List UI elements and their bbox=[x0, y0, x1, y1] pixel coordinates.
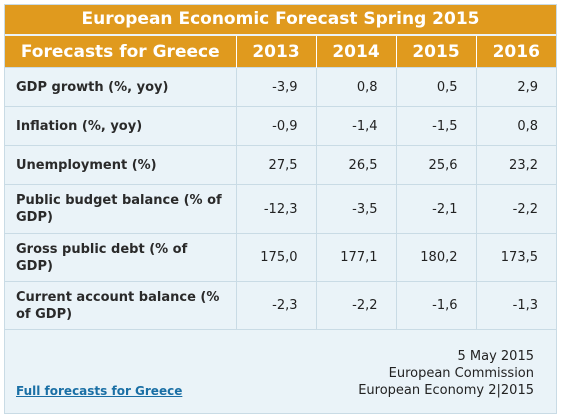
year-header: 2016 bbox=[475, 36, 556, 68]
table-row: Public budget balance (% of GDP) -12,3 -… bbox=[5, 184, 556, 234]
cell-value: -2,2 bbox=[315, 281, 396, 330]
forecast-widget: European Economic Forecast Spring 2015 F… bbox=[4, 4, 557, 416]
cell-value: -3,5 bbox=[315, 184, 396, 234]
widget-title: European Economic Forecast Spring 2015 bbox=[5, 5, 556, 34]
cell-value: 0,5 bbox=[395, 67, 476, 107]
cell-value: -12,3 bbox=[235, 184, 316, 234]
table-row: Unemployment (%) 27,5 26,5 25,6 23,2 bbox=[5, 145, 556, 185]
cell-value: -2,1 bbox=[395, 184, 476, 234]
cell-value: 173,5 bbox=[475, 233, 556, 282]
row-label: Public budget balance (% of GDP) bbox=[5, 184, 236, 234]
row-label: Gross public debt (% of GDP) bbox=[5, 233, 236, 282]
table-row: GDP growth (%, yoy) -3,9 0,8 0,5 2,9 bbox=[5, 67, 556, 107]
cell-value: 26,5 bbox=[315, 145, 396, 185]
header-row: Forecasts for Greece 2013 2014 2015 2016 bbox=[5, 36, 556, 68]
source-publication: European Economy 2|2015 bbox=[358, 382, 534, 398]
row-label: Unemployment (%) bbox=[5, 145, 236, 185]
table-row: Inflation (%, yoy) -0,9 -1,4 -1,5 0,8 bbox=[5, 106, 556, 146]
table-row: Current account balance (% of GDP) -2,3 … bbox=[5, 281, 556, 330]
cell-value: 2,9 bbox=[475, 67, 556, 107]
cell-value: -1,4 bbox=[315, 106, 396, 146]
table-row: Gross public debt (% of GDP) 175,0 177,1… bbox=[5, 233, 556, 282]
cell-value: -0,9 bbox=[235, 106, 316, 146]
footer-link-cell: Full forecasts for Greece bbox=[5, 329, 236, 416]
year-header: 2013 bbox=[235, 36, 316, 68]
year-header: 2014 bbox=[315, 36, 396, 68]
source-cell: 5 May 2015 European Commission European … bbox=[236, 329, 556, 416]
cell-value: 27,5 bbox=[235, 145, 316, 185]
cell-value: 175,0 bbox=[235, 233, 316, 282]
cell-value: -2,3 bbox=[235, 281, 316, 330]
cell-value: -1,6 bbox=[395, 281, 476, 330]
forecast-table: Forecasts for Greece 2013 2014 2015 2016… bbox=[5, 36, 556, 416]
cell-value: -3,9 bbox=[235, 67, 316, 107]
cell-value: 23,2 bbox=[475, 145, 556, 185]
year-header: 2015 bbox=[395, 36, 476, 68]
cell-value: -1,3 bbox=[475, 281, 556, 330]
source-organization: European Commission bbox=[388, 365, 534, 381]
full-forecasts-link[interactable]: Full forecasts for Greece bbox=[16, 384, 183, 398]
cell-value: 177,1 bbox=[315, 233, 396, 282]
cell-value: -1,5 bbox=[395, 106, 476, 146]
cell-value: 25,6 bbox=[395, 145, 476, 185]
row-label: GDP growth (%, yoy) bbox=[5, 67, 236, 107]
cell-value: -2,2 bbox=[475, 184, 556, 234]
header-label: Forecasts for Greece bbox=[5, 36, 236, 68]
cell-value: 0,8 bbox=[475, 106, 556, 146]
cell-value: 0,8 bbox=[315, 67, 396, 107]
cell-value: 180,2 bbox=[395, 233, 476, 282]
row-label: Inflation (%, yoy) bbox=[5, 106, 236, 146]
source-info: 5 May 2015 European Commission European … bbox=[246, 348, 534, 399]
row-label: Current account balance (% of GDP) bbox=[5, 281, 236, 330]
footer-row: Full forecasts for Greece 5 May 2015 Eur… bbox=[5, 329, 556, 416]
source-date: 5 May 2015 bbox=[457, 348, 535, 364]
